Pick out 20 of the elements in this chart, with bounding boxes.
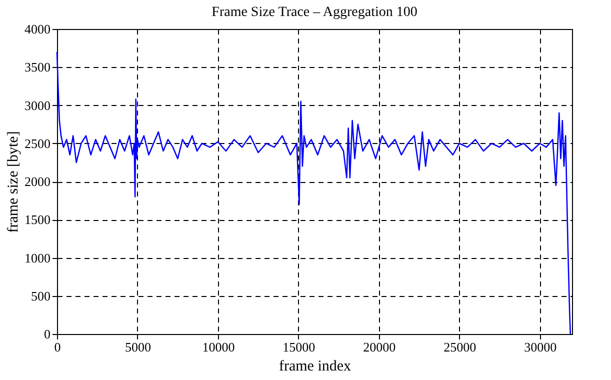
y-tick-label: 4000 bbox=[24, 22, 50, 36]
y-tick-label: 3000 bbox=[24, 98, 50, 113]
x-tick-label: 15000 bbox=[282, 340, 316, 354]
y-axis-title: frame size [byte] bbox=[6, 131, 22, 233]
y-tick-label: 1000 bbox=[24, 250, 50, 266]
y-tick-label: 500 bbox=[31, 288, 50, 304]
y-tick-label: 0 bbox=[44, 326, 50, 342]
x-axis-title: frame index bbox=[278, 358, 352, 374]
y-tick-label: 1500 bbox=[24, 212, 50, 228]
line-series bbox=[56, 51, 572, 335]
x-tick-label: 25000 bbox=[444, 340, 476, 354]
y-tick-label: 2500 bbox=[24, 136, 50, 151]
x-tick-label: 20000 bbox=[363, 340, 396, 354]
chart-title: Frame Size Trace – Aggregation 100 bbox=[212, 5, 418, 20]
x-tick-label: 0 bbox=[54, 340, 61, 354]
x-tick-label: 5000 bbox=[124, 340, 151, 354]
x-tick-label: 10000 bbox=[202, 340, 235, 354]
y-tick-label: 2000 bbox=[24, 174, 50, 189]
x-tick-label: 30000 bbox=[524, 340, 557, 354]
y-tick-label: 3500 bbox=[24, 60, 50, 75]
